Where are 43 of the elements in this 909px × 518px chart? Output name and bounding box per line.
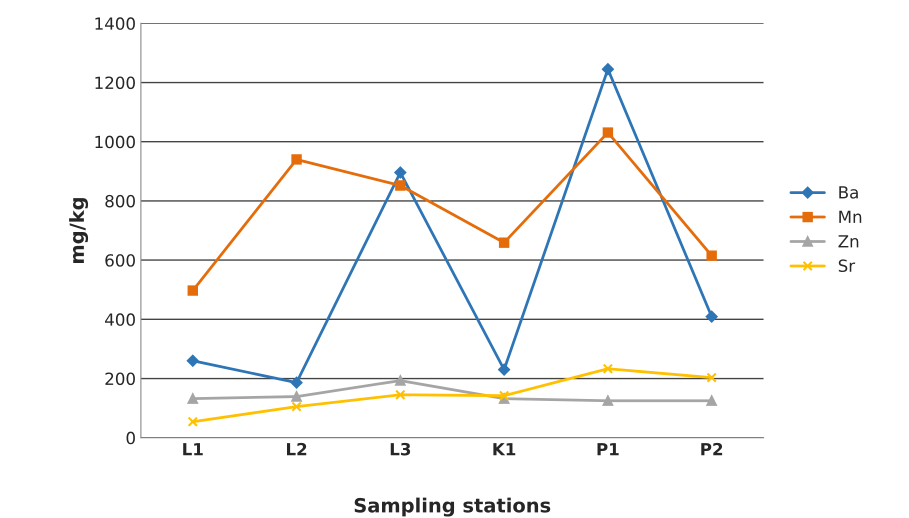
point <box>291 154 302 165</box>
point <box>188 285 198 296</box>
x-tick-label: P2 <box>701 442 722 456</box>
point <box>602 396 614 406</box>
point <box>706 372 717 383</box>
point <box>498 390 510 401</box>
y-tick-label: 600 <box>105 254 135 267</box>
point <box>394 166 406 178</box>
x-tick-label: P1 <box>598 443 619 456</box>
point <box>291 391 302 402</box>
x-tick-label: L2 <box>286 442 306 456</box>
point <box>291 401 302 412</box>
legend-label: Ba <box>839 186 858 199</box>
y-tick-label: 200 <box>105 372 135 386</box>
point <box>706 310 718 323</box>
x-tick-label: K1 <box>493 443 516 456</box>
y-tick-label: 800 <box>105 194 135 208</box>
point <box>706 396 717 406</box>
point <box>602 364 614 374</box>
y-axis-title: mg/kg <box>69 198 88 263</box>
legend-label: Mn <box>839 210 862 223</box>
point <box>395 375 406 386</box>
point <box>186 354 199 367</box>
point <box>395 180 406 191</box>
legend-label: Sr <box>838 259 856 272</box>
y-tick-label: 0 <box>126 432 135 444</box>
x-tick-label: L3 <box>390 442 410 456</box>
point <box>188 416 198 427</box>
point <box>290 376 303 389</box>
point <box>395 390 406 400</box>
point <box>498 237 510 248</box>
point <box>498 364 510 376</box>
x-tick-label: L1 <box>183 443 203 456</box>
x-axis-title: Sampling stations <box>354 498 550 517</box>
point <box>706 250 717 261</box>
y-tick-label: 1200 <box>95 76 135 90</box>
y-tick-label: 1000 <box>95 136 135 148</box>
y-tick-label: 1400 <box>95 17 135 30</box>
y-tick-label: 400 <box>105 313 135 326</box>
point <box>602 63 614 76</box>
point <box>188 393 198 404</box>
point <box>602 127 614 138</box>
legend-label: Zn <box>838 235 858 248</box>
